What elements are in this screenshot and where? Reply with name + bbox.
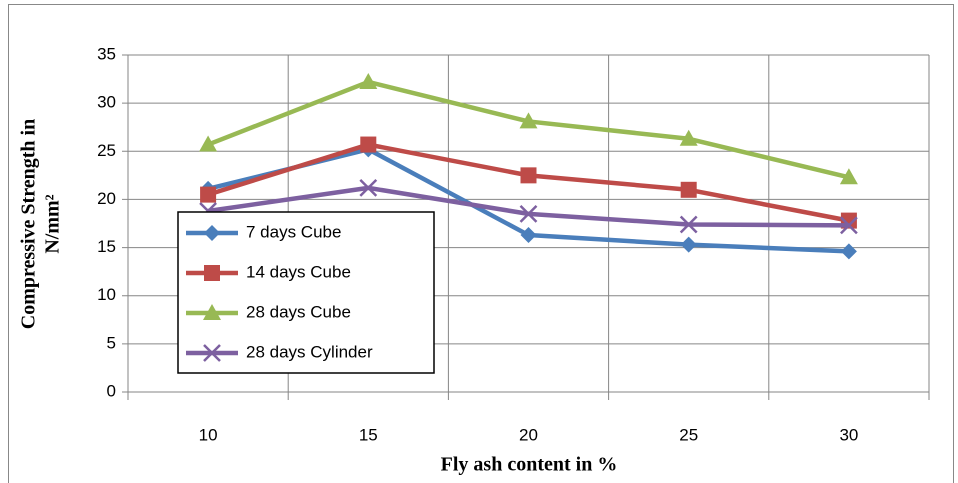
marker [520, 227, 537, 244]
legend-marker [203, 304, 221, 320]
legend-label: 14 days Cube [246, 262, 351, 281]
legend-label: 7 days Cube [246, 222, 341, 241]
y-tick-label: 35 [97, 44, 116, 63]
y-axis-title-line: N/mm² [42, 194, 64, 253]
legend-marker [203, 344, 221, 362]
marker [840, 216, 858, 235]
chart-frame [8, 4, 954, 483]
legend-label: 28 days Cylinder [246, 342, 373, 361]
legend-marker [204, 265, 220, 281]
marker [680, 236, 697, 253]
marker [679, 129, 698, 146]
marker [519, 112, 538, 129]
marker [199, 135, 218, 152]
marker [840, 243, 857, 260]
y-tick-label: 10 [97, 285, 116, 304]
y-tick-label: 30 [97, 93, 116, 112]
y-tick-label: 0 [107, 381, 116, 400]
y-tick-label: 25 [97, 141, 116, 160]
legend-box [177, 211, 435, 374]
marker [359, 72, 378, 89]
legend-marker [204, 225, 220, 241]
y-tick-label: 15 [97, 237, 116, 256]
x-axis-title: Fly ash content in % [441, 454, 618, 476]
marker [680, 181, 697, 198]
marker [360, 136, 377, 153]
y-tick-label: 5 [107, 333, 116, 352]
y-axis-title: Compressive Strength in N/mm² [18, 119, 64, 329]
marker [359, 178, 378, 197]
x-tick-label: 10 [199, 425, 218, 444]
marker [200, 186, 217, 203]
marker [839, 168, 858, 185]
legend-label: 28 days Cube [246, 302, 351, 321]
marker [519, 204, 538, 223]
x-tick-label: 30 [839, 425, 858, 444]
x-tick-label: 20 [519, 425, 538, 444]
marker [520, 167, 537, 184]
y-tick-label: 20 [97, 189, 116, 208]
x-tick-label: 15 [359, 425, 378, 444]
marker [679, 215, 698, 234]
x-tick-label: 25 [679, 425, 698, 444]
y-axis-title-line: Compressive Strength in [18, 119, 40, 329]
